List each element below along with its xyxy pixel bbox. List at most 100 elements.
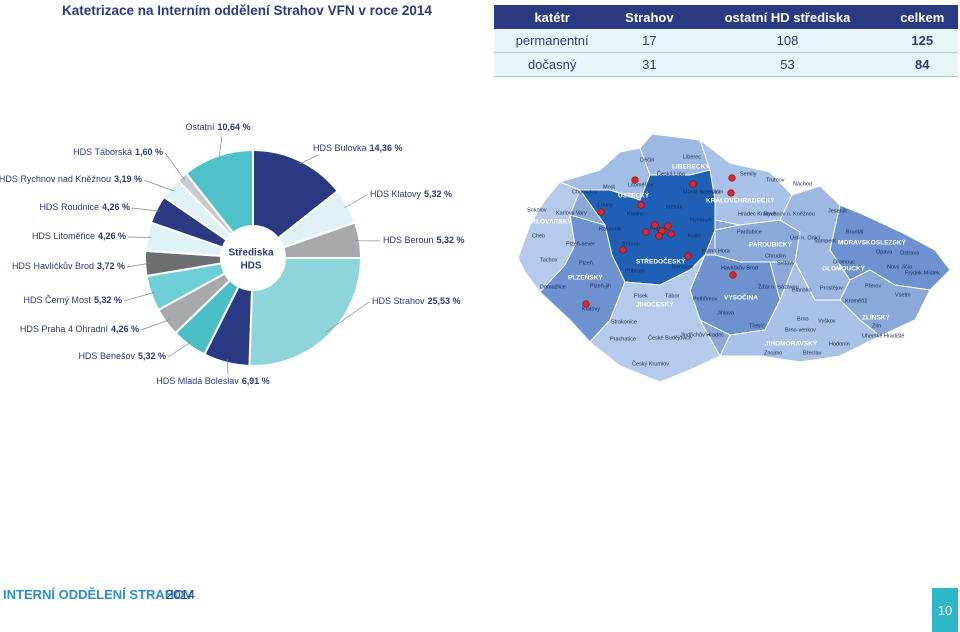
slice-value: 5,32 % bbox=[424, 189, 452, 199]
hospital-marker bbox=[582, 300, 590, 308]
slice-value: 6,91 % bbox=[242, 376, 270, 386]
slice-label: HDS Táborská 1,60 % bbox=[73, 147, 163, 157]
slice-label: HDS Bulovka 14,36 % bbox=[313, 143, 403, 153]
district-label: Tábor bbox=[665, 293, 680, 299]
region-label: LIBERECKÝ bbox=[672, 162, 710, 171]
district-label: Hradec Králové bbox=[738, 211, 776, 217]
cell: 53 bbox=[688, 52, 887, 77]
district-label: Vsetín bbox=[895, 292, 911, 298]
slice-name: HDS Rychnov nad Kněžnou bbox=[0, 174, 111, 184]
district-label: Most bbox=[603, 184, 615, 190]
district-label: Mělník bbox=[666, 204, 682, 210]
slice-label: HDS Roudnice 4,26 % bbox=[39, 202, 130, 212]
slice-label: HDS Benešov 5,32 % bbox=[78, 351, 166, 361]
district-label: Trutnov bbox=[766, 177, 785, 183]
table-header: katétr Strahov ostatní HD střediska celk… bbox=[494, 5, 958, 29]
leader-line bbox=[226, 358, 229, 376]
district-label: Jindřichův Hradec bbox=[680, 331, 724, 338]
hospital-marker bbox=[728, 174, 736, 182]
district-label: Pelhřimov bbox=[693, 296, 718, 302]
table-row: dočasný 31 53 84 bbox=[494, 52, 958, 77]
slice-name: HDS Benešov bbox=[78, 351, 135, 361]
district-label: České Budějovice bbox=[648, 334, 692, 341]
district-label: Rakovník bbox=[599, 226, 622, 232]
district-label: Domažlice bbox=[540, 284, 566, 290]
slice-label: HDS Litoměřice 4,26 % bbox=[32, 231, 126, 241]
district-label: Opava bbox=[876, 249, 893, 255]
slice-label: HDS Klatovy 5,32 % bbox=[370, 189, 452, 199]
district-label: Kroměříž bbox=[845, 298, 868, 304]
region-label: JIHOČESKÝ bbox=[636, 300, 674, 309]
region-label: JIHOMORAVSKÝ bbox=[765, 339, 818, 348]
leader-line bbox=[325, 301, 370, 334]
slice-value: 10,64 % bbox=[217, 122, 250, 132]
hospital-marker bbox=[727, 189, 735, 197]
region-label: STŘEDOČESKÝ bbox=[636, 257, 686, 266]
cell: 125 bbox=[886, 29, 958, 53]
district-label: Pardubice bbox=[737, 229, 762, 235]
district-label: Jičín bbox=[712, 189, 723, 195]
leader-line bbox=[344, 194, 368, 209]
district-label: Svitavy bbox=[777, 260, 795, 266]
district-label: Chomutov bbox=[572, 189, 597, 195]
district-label: Kutná Hora bbox=[702, 248, 731, 254]
donut-hole bbox=[220, 225, 286, 291]
district-label: Náchod bbox=[793, 181, 812, 187]
region-label: MORAVSKOSLEZSKÝ bbox=[838, 238, 906, 247]
region-label: VYSOČINA bbox=[724, 293, 758, 302]
leader-line bbox=[126, 262, 150, 268]
region-label: PLZEŇSKÝ bbox=[568, 273, 603, 282]
district-label: Kladno bbox=[627, 211, 644, 217]
district-label: Uherské Hradiště bbox=[862, 333, 905, 339]
slice-value: 4,26 % bbox=[98, 231, 126, 241]
header-cell: ostatní HD střediska bbox=[688, 5, 887, 29]
district-label: Znojmo bbox=[764, 350, 782, 356]
district-label: Plzeň-sever bbox=[566, 241, 595, 247]
slice-label: HDS Černý Most 5,32 % bbox=[23, 295, 122, 305]
district-label: Zlín bbox=[872, 323, 881, 329]
district-label: Klatovy bbox=[582, 306, 600, 312]
district-label: Louny bbox=[598, 202, 613, 208]
cell: 84 bbox=[886, 52, 958, 77]
slice-label: HDS Strahov 25,53 % bbox=[372, 296, 461, 306]
slice-name: HDS Havlíčkův Brod bbox=[12, 261, 94, 271]
leader-line bbox=[143, 179, 174, 192]
district-label: Rychnov n. Kněžnou bbox=[764, 211, 815, 217]
slice-label: HDS Rychnov nad Kněžnou 3,19 % bbox=[0, 174, 142, 184]
district-label: Cheb bbox=[532, 233, 545, 239]
center-label: Střediska bbox=[228, 248, 273, 259]
district-label: Plzeň-jih bbox=[590, 283, 611, 289]
slice-value: 25,53 % bbox=[428, 296, 461, 306]
district-label: Brno-venkov bbox=[785, 327, 816, 333]
district-label: Ostrava bbox=[900, 250, 920, 256]
header-cell: celkem bbox=[886, 5, 958, 29]
district-label: Třebíč bbox=[749, 323, 765, 329]
district-label: Beroun bbox=[622, 241, 640, 247]
hospital-marker bbox=[631, 176, 639, 184]
header-cell: Strahov bbox=[610, 5, 689, 29]
district-label: Prostějov bbox=[820, 285, 843, 291]
footer-department: INTERNÍ ODDĚLENÍ STRAHOV bbox=[3, 587, 193, 602]
district-label: Strakonice bbox=[611, 319, 637, 325]
district-label: Písek bbox=[634, 293, 648, 299]
district-label: Tachov bbox=[540, 257, 558, 263]
leader-line bbox=[298, 154, 319, 165]
slice-value: 3,72 % bbox=[97, 261, 125, 271]
slice-label: HDS Beroun 5,32 % bbox=[383, 235, 465, 245]
district-label: Nový Jičín bbox=[887, 264, 912, 270]
table-row: permanentní 17 108 125 bbox=[494, 29, 958, 53]
leader-line bbox=[131, 207, 161, 212]
region-shape bbox=[719, 260, 881, 363]
cell: permanentní bbox=[494, 29, 611, 53]
slice-name: HDS Bulovka bbox=[313, 143, 367, 153]
page-number: 10 bbox=[932, 588, 958, 632]
district-label: Ústí n. Orlicí bbox=[790, 234, 821, 241]
region-label: ZLÍNSKÝ bbox=[862, 313, 890, 322]
leader-line bbox=[167, 341, 192, 358]
district-label: Břeclav bbox=[803, 350, 822, 356]
district-label: Chrudim bbox=[765, 253, 786, 259]
slice-label: HDS Praha 4 Ohradní 4,26 % bbox=[20, 324, 139, 334]
hospital-marker bbox=[637, 201, 645, 209]
